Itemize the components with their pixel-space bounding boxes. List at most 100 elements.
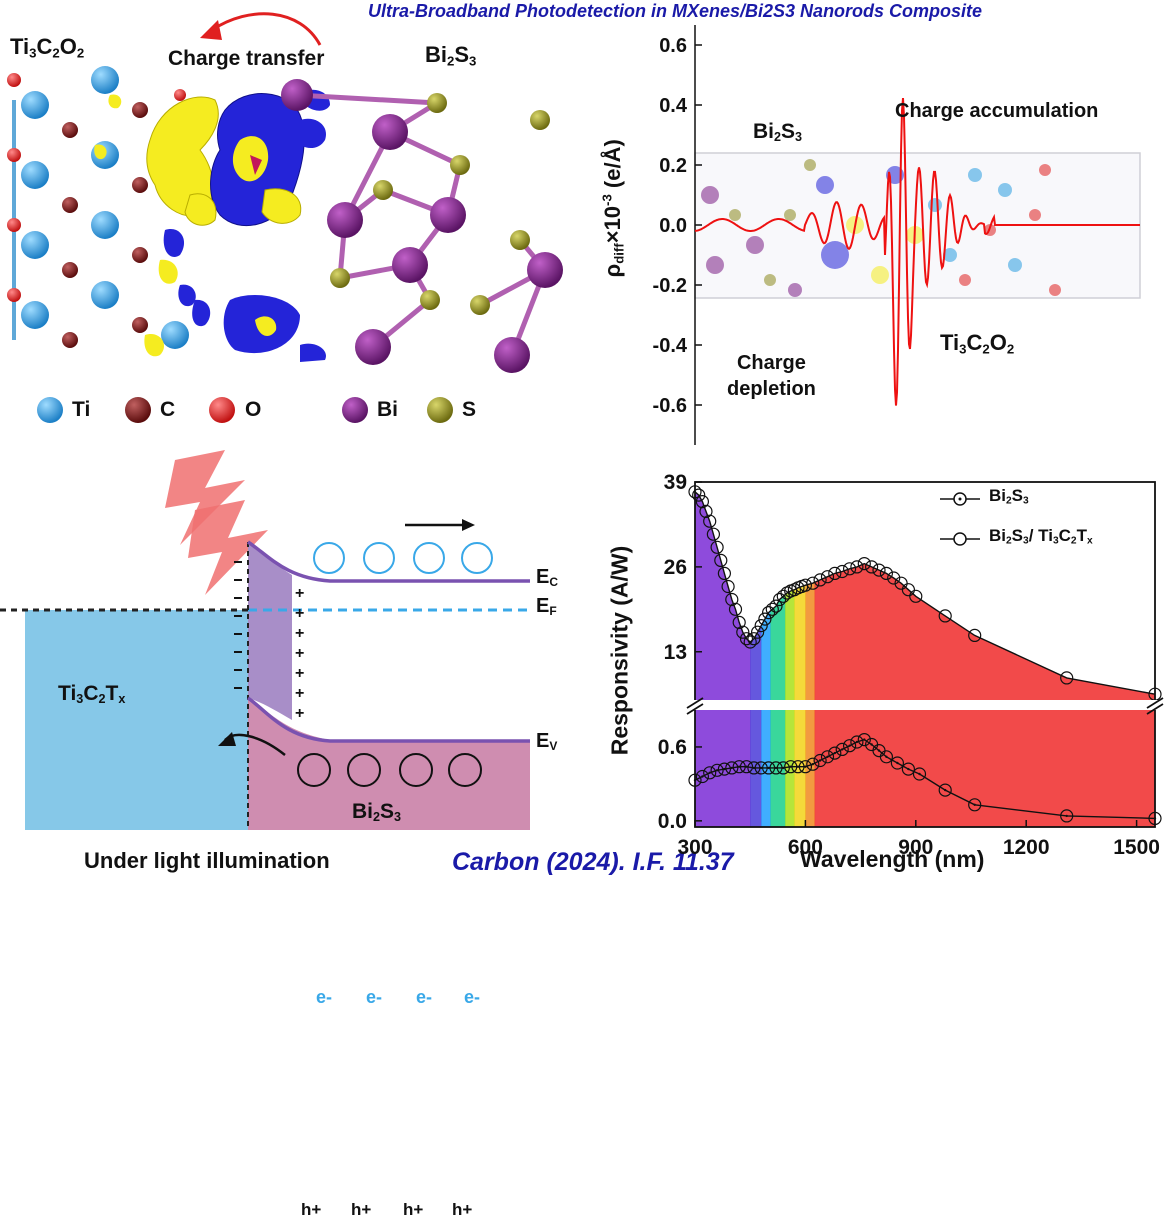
data-point-dot — [738, 765, 741, 768]
spectrum-band — [770, 491, 786, 827]
spectrum-band — [794, 491, 806, 827]
data-point-series-1 — [806, 576, 820, 590]
data-point-series-0 — [703, 766, 717, 780]
data-point-series-1 — [798, 578, 812, 592]
data-point-dot — [745, 765, 748, 768]
citation: Carbon (2024). I.F. 11.37 — [452, 848, 734, 876]
panel-d-responsivity-chart: 300 600 900 1200 1500 39 26 13 0.6 0.0 Bi2S3 Bi2S… — [595, 462, 1165, 886]
data-point-dot — [723, 767, 726, 771]
data-point-dot — [789, 765, 792, 768]
data-point-series-0 — [776, 761, 790, 775]
data-point-series-1 — [901, 583, 915, 597]
data-point-series-0 — [938, 783, 952, 797]
data-point-series-1 — [695, 494, 710, 509]
density-difference-curve — [694, 98, 1140, 406]
data-point-series-1 — [762, 606, 776, 620]
depletion-region — [248, 542, 292, 720]
data-point-dot — [863, 738, 866, 741]
legend-bi-icon — [342, 397, 368, 423]
holes — [297, 753, 482, 787]
data-point-series-0 — [1148, 811, 1162, 825]
ti3c2o2-lattice — [7, 66, 189, 349]
label-charge-transfer: Charge transfer — [168, 47, 325, 70]
plot-frame — [694, 481, 1156, 828]
data-point-series-0 — [710, 763, 724, 777]
x-tick-label: 1200 — [1003, 836, 1050, 859]
data-point-series-1 — [879, 566, 893, 581]
data-point-series-0 — [850, 735, 864, 749]
spectrum-band — [761, 491, 771, 827]
caption-under-light: Under light illumination — [84, 848, 330, 873]
data-point-dot — [973, 803, 976, 806]
responsivity-chart-svg: 300 600 900 1200 1500 39 26 13 0.6 0.0 — [658, 471, 1164, 859]
legend-s-label: S — [462, 398, 477, 421]
data-point-series-1 — [813, 573, 827, 587]
data-point-series-1 — [706, 527, 721, 541]
label-ev: EV — [536, 730, 558, 753]
data-point-dot — [841, 748, 844, 751]
axis-break-mark-right — [1146, 697, 1164, 715]
y-ticks: 0.6 0.4 0.2 0.0 -0.2 -0.4 -0.6 — [653, 35, 702, 417]
svg-text:+: + — [295, 625, 304, 642]
svg-text:+: + — [295, 585, 304, 602]
data-point-series-1 — [703, 514, 717, 528]
axis-break-gap — [691, 700, 1161, 710]
data-point-series-0 — [890, 756, 904, 770]
data-point-dot — [826, 755, 829, 758]
y-tick-label-lower: 0.0 — [658, 810, 687, 833]
data-point-series-0 — [762, 761, 776, 775]
data-point-series-1 — [769, 599, 783, 613]
label-ec: EC — [536, 566, 559, 589]
charge-transfer-arrowhead — [200, 20, 222, 40]
svg-text:+: + — [295, 685, 304, 702]
data-point-dot — [760, 766, 763, 770]
spectrum-band — [750, 491, 762, 827]
data-point-series-1 — [736, 625, 750, 639]
legend-ti-icon — [37, 397, 63, 423]
label-ef: EF — [536, 595, 557, 618]
y-tick-label: -0.6 — [653, 395, 687, 417]
data-point-dot — [708, 771, 711, 774]
svg-text:+: + — [295, 665, 304, 682]
data-point-dot — [870, 743, 873, 746]
data-point-series-1 — [773, 592, 787, 607]
data-point-series-1 — [699, 504, 713, 519]
data-point-series-0 — [717, 762, 731, 776]
data-point-series-1 — [751, 625, 765, 639]
data-point-series-1 — [909, 589, 923, 603]
density-plot-svg: 0.6 0.4 0.2 0.0 -0.2 -0.4 -0.6 — [653, 25, 1141, 445]
data-point-series-0 — [843, 739, 857, 753]
data-point-series-1 — [754, 619, 768, 633]
data-point-dot — [885, 755, 888, 758]
data-point-dot — [848, 744, 851, 747]
y-tick-label: 0.0 — [659, 215, 687, 237]
data-point-dot — [907, 767, 910, 771]
electron-flow-arrowhead — [462, 519, 475, 531]
data-point-dot — [896, 761, 899, 765]
y-tick-label: 0.2 — [659, 155, 687, 177]
legend-bi-label: Bi — [377, 398, 398, 421]
data-point-series-1 — [850, 560, 864, 574]
data-point-dot — [855, 740, 859, 744]
data-point-series-1 — [872, 563, 886, 577]
data-point-dot — [833, 751, 836, 755]
data-point-series-1 — [865, 560, 879, 574]
data-point-series-1 — [747, 632, 761, 646]
chart-ylabel: Responsivity (A/W) — [606, 545, 633, 756]
data-point-dot — [730, 766, 733, 770]
legend-series-bi2s3: Bi2S3 — [989, 486, 1029, 507]
data-point-series-0 — [901, 762, 915, 776]
data-point-series-1 — [938, 609, 952, 623]
data-point-dot — [1153, 817, 1157, 820]
data-point-series-0 — [695, 769, 710, 784]
data-point-series-0 — [791, 760, 805, 774]
legend-s-icon — [427, 397, 453, 423]
data-point-series-1 — [743, 635, 757, 649]
negative-charges — [234, 561, 242, 689]
label-bi2s3-top: Bi2S3 — [425, 42, 477, 69]
legend-series-composite: Bi2S3/ Ti3C2Tx — [989, 526, 1093, 547]
x-tick-label: 600 — [788, 836, 823, 859]
label-charge-depletion: Charge depletion — [727, 352, 816, 400]
conduction-band — [247, 540, 530, 583]
data-point-series-0 — [798, 760, 812, 774]
